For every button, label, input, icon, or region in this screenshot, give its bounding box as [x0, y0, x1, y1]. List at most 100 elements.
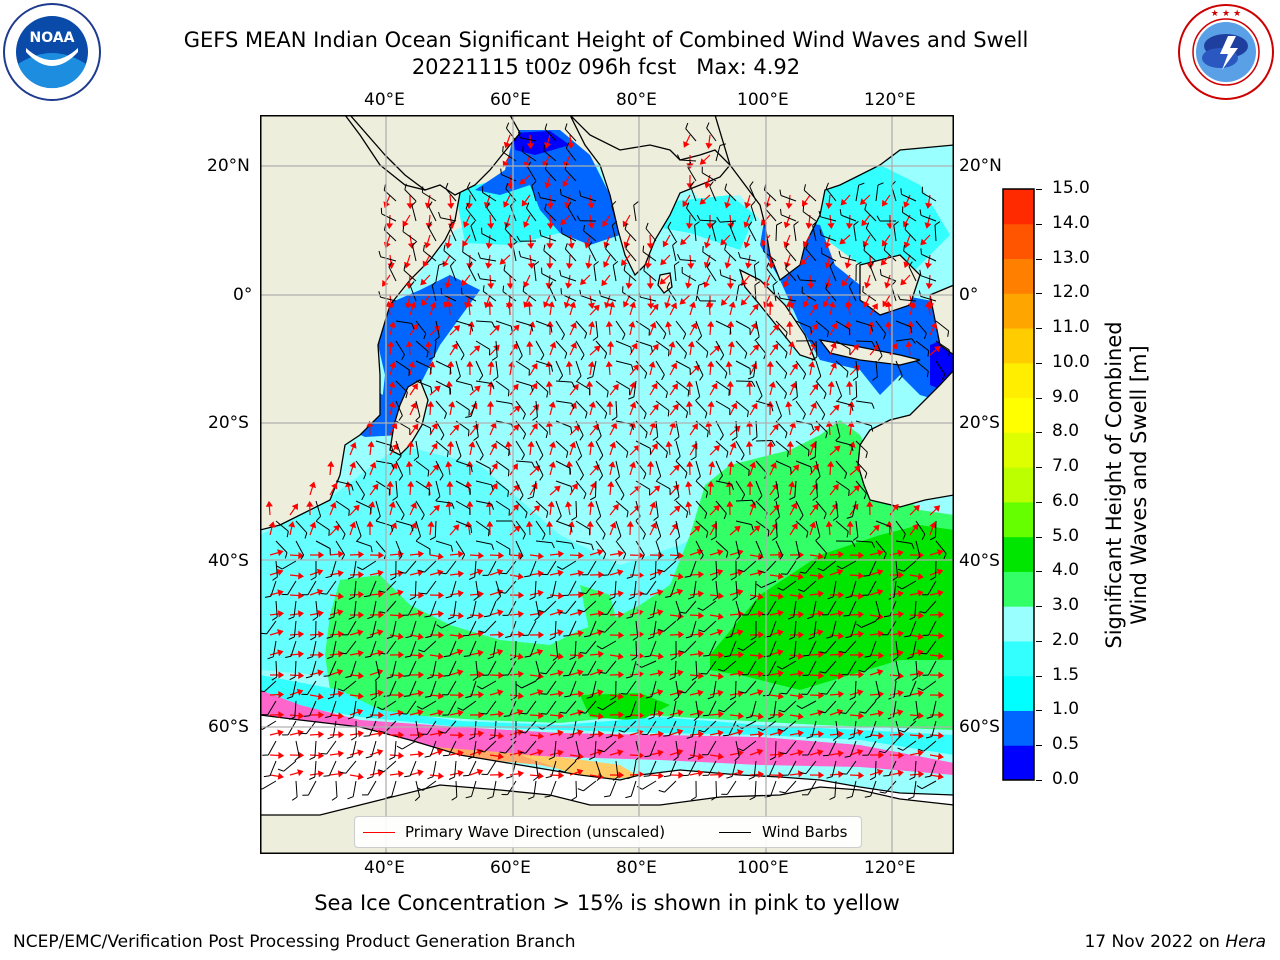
wind-barb-flag	[564, 243, 568, 250]
wind-barb-staff	[855, 400, 872, 404]
wave-arrow-head	[545, 380, 553, 387]
wind-barb-staff	[391, 780, 397, 797]
wind-barb-staff	[848, 286, 857, 302]
wind-barb-staff	[795, 320, 811, 328]
wave-arrow-head	[278, 671, 285, 679]
wave-arrow-head	[577, 569, 584, 577]
wave-arrow-head	[934, 345, 941, 353]
wave-arrow-head	[897, 769, 904, 777]
wind-barb-staff	[765, 208, 777, 222]
wave-arrow-head	[557, 690, 564, 698]
wind-barb-staff	[426, 580, 437, 595]
svg-text:★ ★ ★: ★ ★ ★	[1211, 9, 1241, 19]
wind-barb-flag	[556, 566, 563, 570]
wave-arrow-head	[533, 505, 541, 512]
wind-barb-staff	[411, 205, 417, 222]
wind-barb-staff	[307, 780, 317, 796]
wind-barb-flag	[463, 655, 470, 657]
wave-arrow-head	[777, 692, 785, 700]
wind-barb-staff	[844, 640, 857, 654]
wind-barb-staff	[595, 540, 607, 555]
wave-arrow-head	[727, 320, 735, 327]
wind-barb-staff	[605, 660, 617, 674]
wave-arrow-head	[713, 504, 720, 512]
wind-barb-staff	[562, 560, 577, 570]
wind-barb-staff	[635, 360, 648, 374]
wave-arrow-head	[560, 218, 567, 226]
wind-barb-staff	[564, 760, 577, 773]
wave-arrow-head	[618, 771, 625, 779]
wind-barb-staff	[315, 520, 330, 531]
wind-barb-staff	[614, 580, 617, 598]
wave-arrow-head	[777, 609, 784, 617]
wind-barb-staff	[435, 380, 451, 389]
wind-barb-flag	[906, 656, 913, 660]
wave-arrow-head	[885, 321, 893, 328]
wind-barb-staff	[555, 380, 573, 383]
wind-barb-staff	[375, 520, 392, 527]
wave-arrow-head	[417, 550, 425, 558]
wind-barb-staff	[715, 340, 725, 356]
wind-barb-flag	[576, 215, 581, 222]
wind-barb-staff	[295, 520, 308, 534]
wind-barb-staff	[626, 680, 637, 695]
wind-barb-staff	[635, 640, 638, 658]
wind-barb-flag	[539, 229, 542, 236]
wind-barb-flag	[342, 533, 346, 540]
wave-arrow-head	[698, 630, 705, 638]
wind-barb-staff	[924, 600, 937, 614]
wind-barb-staff	[813, 620, 817, 637]
colorbar-tick-mark	[1036, 501, 1042, 503]
colorbar-tick-label: 1.5	[1052, 664, 1080, 685]
lat-tick-right-0: 0°	[959, 285, 979, 305]
wind-barb-staff	[770, 780, 777, 797]
lat-tick-right-40s: 40°S	[959, 551, 1000, 571]
wave-arrow-head	[897, 709, 904, 717]
wind-barb-flag	[864, 655, 871, 658]
wind-barb-staff	[745, 680, 757, 694]
wind-barb-staff	[475, 320, 493, 323]
wind-barb-flag	[644, 655, 651, 658]
wind-barb-flag	[545, 775, 552, 779]
wave-arrow-head	[397, 632, 404, 640]
wind-barb-staff	[287, 580, 297, 595]
wind-barb-staff	[723, 660, 737, 672]
wind-barb-staff	[641, 660, 657, 668]
wind-barb-flag	[676, 615, 682, 622]
wave-arrow-head	[512, 424, 520, 431]
wind-barb-staff	[372, 760, 377, 777]
wind-barb-flag	[347, 576, 354, 580]
wave-arrow-head	[546, 263, 554, 270]
wind-barb-staff	[371, 740, 377, 757]
wind-barb-flag	[533, 261, 540, 266]
wind-barb-staff	[482, 191, 497, 202]
wind-barb-staff	[895, 540, 912, 544]
wind-barb-flag	[799, 571, 806, 574]
wind-barb-staff	[913, 780, 917, 797]
wind-barb-staff	[470, 225, 477, 242]
wind-barb-flag	[846, 796, 853, 799]
wind-barb-staff	[781, 214, 797, 222]
wind-barb-flag	[748, 221, 753, 228]
wind-barb-staff	[914, 600, 917, 618]
wind-barb-staff	[522, 151, 537, 162]
wind-barb-staff	[715, 145, 721, 162]
wind-barb-flag	[878, 355, 883, 361]
wind-barb-flag	[304, 532, 308, 539]
wave-arrow-head	[818, 650, 825, 659]
wind-barb-staff	[495, 400, 512, 405]
wave-arrow-head	[277, 629, 284, 636]
wave-arrow-head	[758, 730, 765, 738]
wave-arrow-head	[498, 631, 505, 639]
wind-barb-staff	[535, 440, 544, 456]
wind-barb-flag	[696, 214, 701, 221]
wind-barb-flag	[566, 736, 573, 739]
wind-barb-staff	[345, 640, 357, 655]
wave-arrow-head	[757, 652, 765, 660]
wind-barb-flag	[628, 396, 635, 400]
wave-arrow-head	[420, 278, 427, 286]
wave-arrow-head	[564, 202, 572, 209]
wave-arrow-head	[447, 202, 455, 210]
wave-arrow-head	[658, 771, 665, 780]
wave-arrow-head	[337, 650, 345, 658]
